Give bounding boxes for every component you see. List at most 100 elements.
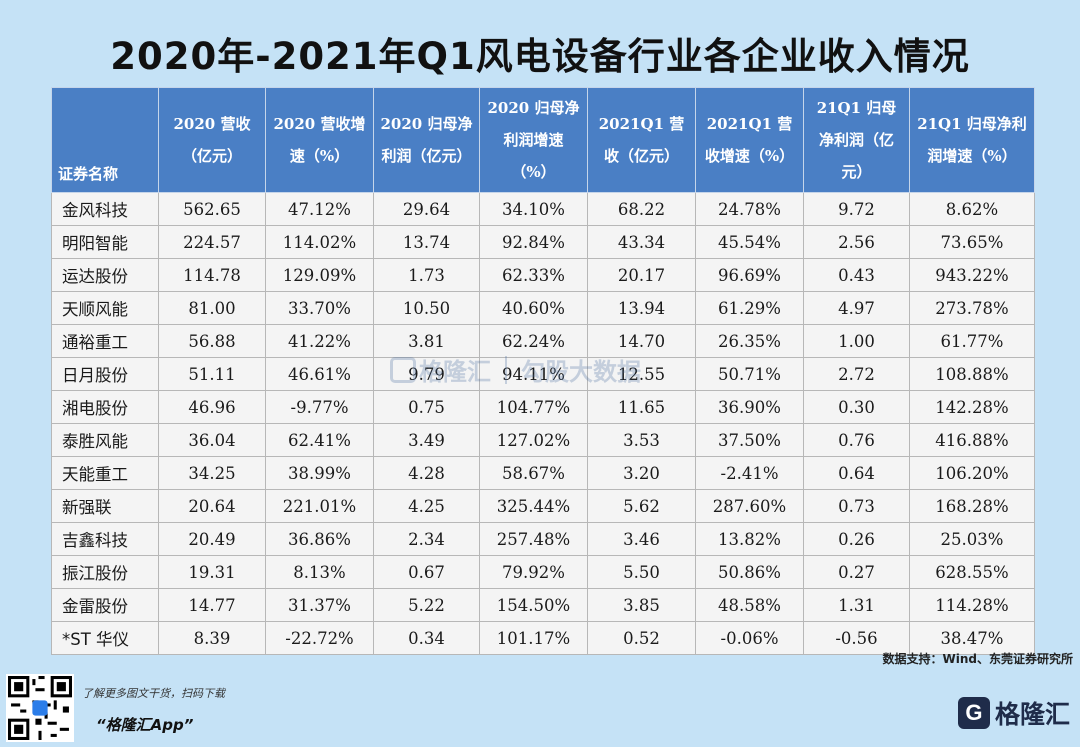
header-cell: 2020 营收增速（%） <box>265 87 374 193</box>
company-name-cell: 新强联 <box>51 489 159 523</box>
value-cell: 36.04 <box>158 423 266 457</box>
value-cell: 94.11% <box>479 357 588 391</box>
value-cell: 58.67% <box>479 456 588 490</box>
value-cell: 3.81 <box>373 324 480 358</box>
value-cell: 0.26 <box>803 522 910 556</box>
table-row: 明阳智能 224.57 114.02% 13.74 92.84% 43.34 45.54% 2… <box>51 225 1035 259</box>
value-cell: 8.39 <box>158 621 266 655</box>
value-cell: 4.97 <box>803 291 910 325</box>
value-cell: 5.62 <box>587 489 696 523</box>
revenue-table: 证券名称 2020 营收（亿元） 2020 营收增速（%） 2020 归母净利润… <box>51 87 1035 655</box>
value-cell: 92.84% <box>479 225 588 259</box>
value-cell: 31.37% <box>265 588 374 622</box>
header-cell: 证券名称 <box>51 87 159 193</box>
value-cell: 129.09% <box>265 258 374 292</box>
company-name-cell: 天能重工 <box>51 456 159 490</box>
company-name-cell: *ST 华仪 <box>51 621 159 655</box>
value-cell: 5.50 <box>587 555 696 589</box>
value-cell: 8.62% <box>909 192 1035 226</box>
value-cell: 9.72 <box>803 192 910 226</box>
value-cell: 19.31 <box>158 555 266 589</box>
value-cell: 40.60% <box>479 291 588 325</box>
table-row: 湘电股份 46.96 -9.77% 0.75 104.77% 11.65 36.90% 0.3… <box>51 390 1035 424</box>
value-cell: 8.13% <box>265 555 374 589</box>
value-cell: 43.34 <box>587 225 696 259</box>
revenue-table-container: 证券名称 2020 营收（亿元） 2020 营收增速（%） 2020 归母净利润… <box>51 87 1035 655</box>
value-cell: 325.44% <box>479 489 588 523</box>
table-row: 金风科技 562.65 47.12% 29.64 34.10% 68.22 24.78% 9.… <box>51 192 1035 226</box>
value-cell: 221.01% <box>265 489 374 523</box>
value-cell: 12.55 <box>587 357 696 391</box>
data-source-note: 数据支持：Wind、东莞证券研究所 <box>882 652 1073 666</box>
value-cell: 0.75 <box>373 390 480 424</box>
value-cell: -22.72% <box>265 621 374 655</box>
value-cell: 56.88 <box>158 324 266 358</box>
value-cell: 3.49 <box>373 423 480 457</box>
value-cell: 73.65% <box>909 225 1035 259</box>
value-cell: 416.88% <box>909 423 1035 457</box>
header-cell: 2021Q1 营收（亿元） <box>587 87 696 193</box>
value-cell: 13.94 <box>587 291 696 325</box>
value-cell: 50.86% <box>695 555 804 589</box>
value-cell: 3.53 <box>587 423 696 457</box>
header-cell: 2021Q1 营收增速（%） <box>695 87 804 193</box>
value-cell: 2.72 <box>803 357 910 391</box>
value-cell: 9.79 <box>373 357 480 391</box>
value-cell: 62.41% <box>265 423 374 457</box>
value-cell: 273.78% <box>909 291 1035 325</box>
value-cell: 0.73 <box>803 489 910 523</box>
value-cell: 0.43 <box>803 258 910 292</box>
value-cell: 48.58% <box>695 588 804 622</box>
value-cell: 114.28% <box>909 588 1035 622</box>
brand-logo: G 格隆汇 <box>957 695 1070 731</box>
brand-name: 格隆汇 <box>994 700 1070 729</box>
qr-code[interactable] <box>6 674 74 742</box>
gelonghui-logo-icon: G <box>957 697 990 729</box>
value-cell: -2.41% <box>695 456 804 490</box>
company-name-cell: 日月股份 <box>51 357 159 391</box>
promo-app-name: “格隆汇App” <box>96 716 194 734</box>
value-cell: 3.46 <box>587 522 696 556</box>
value-cell: 0.64 <box>803 456 910 490</box>
table-row: 吉鑫科技 20.49 36.86% 2.34 257.48% 3.46 13.82% 0.26… <box>51 522 1035 556</box>
value-cell: 114.78 <box>158 258 266 292</box>
company-name-cell: 泰胜风能 <box>51 423 159 457</box>
value-cell: 104.77% <box>479 390 588 424</box>
value-cell: 0.30 <box>803 390 910 424</box>
value-cell: 142.28% <box>909 390 1035 424</box>
company-name-cell: 天顺风能 <box>51 291 159 325</box>
value-cell: 61.77% <box>909 324 1035 358</box>
value-cell: 562.65 <box>158 192 266 226</box>
value-cell: 37.50% <box>695 423 804 457</box>
company-name-cell: 吉鑫科技 <box>51 522 159 556</box>
value-cell: 62.33% <box>479 258 588 292</box>
value-cell: 0.76 <box>803 423 910 457</box>
company-name-cell: 金风科技 <box>51 192 159 226</box>
value-cell: 51.11 <box>158 357 266 391</box>
value-cell: 108.88% <box>909 357 1035 391</box>
value-cell: 4.25 <box>373 489 480 523</box>
value-cell: 628.55% <box>909 555 1035 589</box>
table-row: 天能重工 34.25 38.99% 4.28 58.67% 3.20 -2.41% 0.64 1… <box>51 456 1035 490</box>
value-cell: 96.69% <box>695 258 804 292</box>
value-cell: 81.00 <box>158 291 266 325</box>
company-name-cell: 振江股份 <box>51 555 159 589</box>
value-cell: 3.85 <box>587 588 696 622</box>
company-name-cell: 湘电股份 <box>51 390 159 424</box>
company-name-cell: 明阳智能 <box>51 225 159 259</box>
value-cell: 1.00 <box>803 324 910 358</box>
value-cell: -9.77% <box>265 390 374 424</box>
page-title: 2020年-2021年Q1风电设备行业各企业收入情况 <box>110 35 970 78</box>
value-cell: 61.29% <box>695 291 804 325</box>
value-cell: 50.71% <box>695 357 804 391</box>
value-cell: 3.20 <box>587 456 696 490</box>
company-name-cell: 运达股份 <box>51 258 159 292</box>
table-row: *ST 华仪 8.39 -22.72% 0.34 101.17% 0.52 -0.06% -0… <box>51 621 1035 655</box>
value-cell: 127.02% <box>479 423 588 457</box>
value-cell: 257.48% <box>479 522 588 556</box>
value-cell: 29.64 <box>373 192 480 226</box>
value-cell: 33.70% <box>265 291 374 325</box>
value-cell: 36.86% <box>265 522 374 556</box>
value-cell: 2.56 <box>803 225 910 259</box>
value-cell: 41.22% <box>265 324 374 358</box>
